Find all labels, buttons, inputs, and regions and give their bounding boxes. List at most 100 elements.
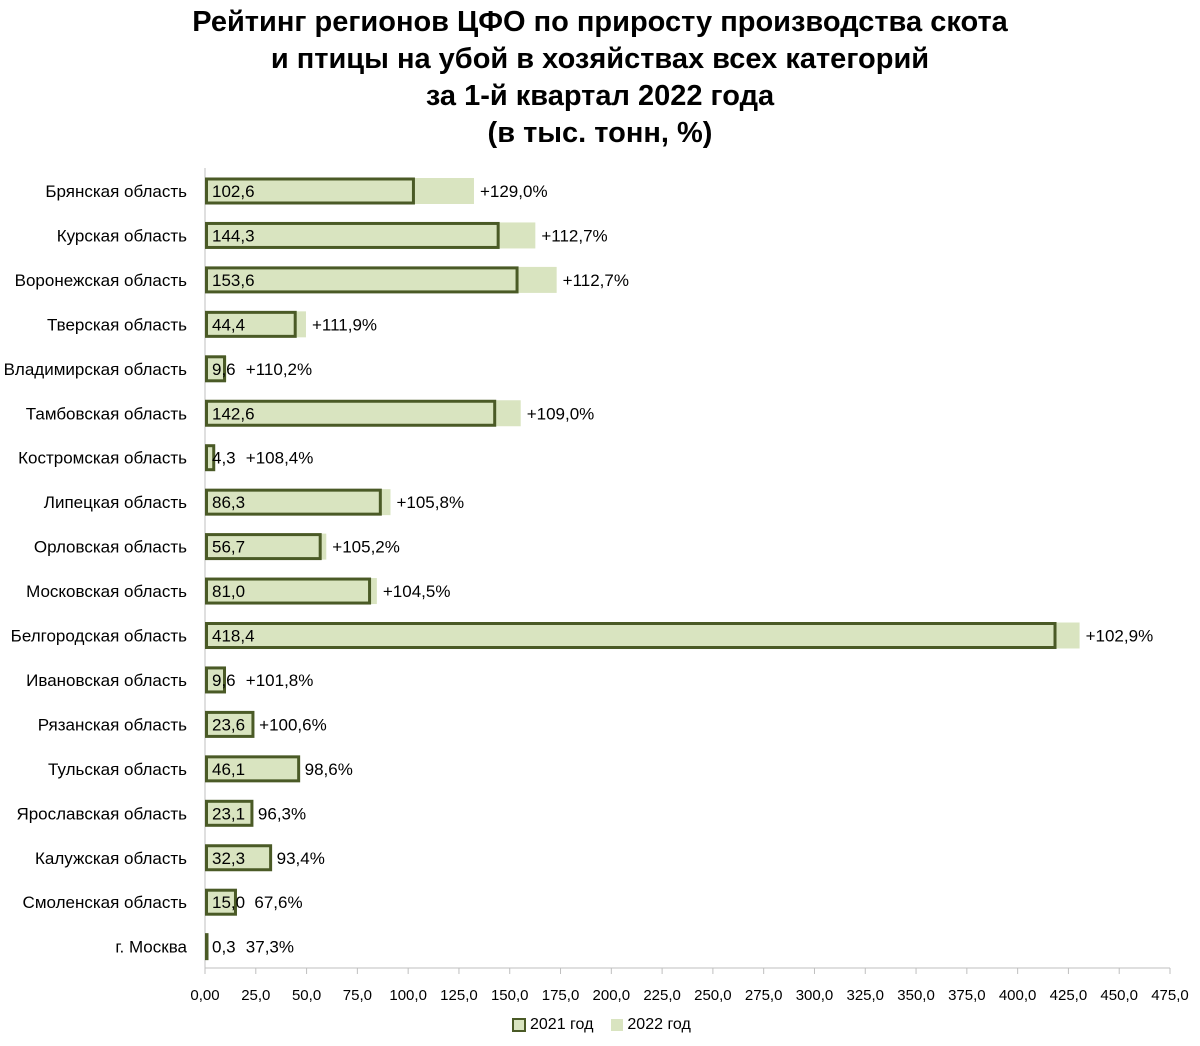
data-label-2021: 15,0 <box>212 893 245 912</box>
data-label-2022: 93,4% <box>277 849 325 868</box>
data-label-2022: +102,9% <box>1086 627 1154 646</box>
x-tick-label: 300,0 <box>796 987 834 1004</box>
data-label-2022: +100,6% <box>259 715 327 734</box>
x-tick-label: 150,0 <box>491 987 529 1004</box>
data-label-2022: +129,0% <box>480 182 548 201</box>
title-line-1: Рейтинг регионов ЦФО по приросту произво… <box>192 6 1008 38</box>
data-label-2022: 96,3% <box>258 804 306 823</box>
category-label: Ярославская область <box>16 804 187 823</box>
category-label: Московская область <box>26 582 187 601</box>
data-label-2022: +109,0% <box>527 404 595 423</box>
x-tick-label: 0,00 <box>190 987 219 1004</box>
bar-2021 <box>205 666 227 694</box>
bar-2021 <box>205 310 297 338</box>
category-label: г. Москва <box>115 938 187 957</box>
data-label-2021: 56,7 <box>212 538 245 557</box>
data-label-2022: +105,8% <box>396 493 464 512</box>
bar-2021 <box>205 710 255 738</box>
x-tick-label: 225,0 <box>643 987 681 1004</box>
data-label-2021: 142,6 <box>212 404 255 423</box>
data-label-2021: 4,3 <box>212 449 236 468</box>
data-label-2021: 9,6 <box>212 360 236 379</box>
legend-item-2022: 2022 год <box>611 1016 691 1034</box>
legend-label-2022: 2022 год <box>627 1016 691 1033</box>
data-label-2022: +110,2% <box>246 360 312 379</box>
data-label-2022: 98,6% <box>305 760 353 779</box>
x-tick-label: 350,0 <box>897 987 935 1004</box>
x-tick-label: 50,0 <box>292 987 321 1004</box>
legend-swatch-2021 <box>512 1018 526 1032</box>
data-label-2021: 46,1 <box>212 760 245 779</box>
category-label: Курская область <box>57 226 187 245</box>
data-label-2021: 0,3 <box>212 938 236 957</box>
category-label: Брянская область <box>45 182 187 201</box>
data-label-2022: +112,7% <box>563 271 629 290</box>
category-label: Белгородская область <box>11 627 187 646</box>
category-label: Орловская область <box>34 538 187 557</box>
data-label-2021: 102,6 <box>212 182 255 201</box>
x-tick-label: 175,0 <box>542 987 580 1004</box>
category-label: Липецкая область <box>44 493 187 512</box>
bar-2021 <box>205 799 254 827</box>
data-label-2022: +104,5% <box>383 582 451 601</box>
data-label-2022: +101,8% <box>246 671 314 690</box>
data-label-2021: 44,4 <box>212 315 245 334</box>
legend: 2021 год 2022 год <box>512 1016 709 1034</box>
category-label: Тверская область <box>47 315 187 334</box>
x-tick-label: 425,0 <box>1050 987 1088 1004</box>
x-tick-label: 475,0 <box>1151 987 1189 1004</box>
bar-2021 <box>205 755 301 783</box>
data-label-2021: 81,0 <box>212 582 245 601</box>
legend-swatch-2022 <box>611 1019 624 1031</box>
x-tick-label: 250,0 <box>694 987 732 1004</box>
bar-2021 <box>205 933 209 961</box>
category-label: Тамбовская область <box>26 404 187 423</box>
category-label: Костромская область <box>18 449 187 468</box>
data-label-2021: 23,6 <box>212 715 245 734</box>
data-label-2022: 67,6% <box>254 893 302 912</box>
bar-2021 <box>205 488 382 516</box>
category-label: Смоленская область <box>23 893 188 912</box>
x-tick-label: 375,0 <box>948 987 986 1004</box>
x-tick-label: 450,0 <box>1100 987 1138 1004</box>
bar-2021 <box>205 533 322 561</box>
bar-2021 <box>205 177 415 205</box>
legend-item-2021: 2021 год <box>512 1016 593 1034</box>
title-line-2: и птицы на убой в хозяйствах всех катего… <box>270 43 930 75</box>
category-label: Тульская область <box>48 760 187 779</box>
bar-2021 <box>205 622 1057 649</box>
chart-title: Рейтинг регионов ЦФО по приросту произво… <box>0 4 1200 152</box>
bar-2021 <box>205 355 227 383</box>
x-tick-label: 75,0 <box>343 987 372 1004</box>
x-tick-label: 100,0 <box>389 987 427 1004</box>
data-label-2021: 418,4 <box>212 627 255 646</box>
data-label-2022: +105,2% <box>332 538 400 557</box>
data-label-2021: 144,3 <box>212 226 255 245</box>
x-tick-label: 400,0 <box>999 987 1037 1004</box>
bar-2021 <box>205 888 237 916</box>
category-label: Ивановская область <box>26 671 187 690</box>
data-label-2022: +111,9% <box>312 315 377 334</box>
bar-2021 <box>205 221 500 249</box>
data-label-2021: 23,1 <box>212 804 245 823</box>
x-tick-label: 275,0 <box>745 987 783 1004</box>
data-label-2022: +108,4% <box>246 449 314 468</box>
data-label-2021: 9,6 <box>212 671 236 690</box>
data-label-2022: +112,7% <box>541 226 607 245</box>
bar-2021 <box>205 844 273 872</box>
bar-2021 <box>205 266 519 294</box>
category-label: Воронежская область <box>15 271 188 290</box>
title-line-3: за 1-й квартал 2022 года <box>425 80 775 112</box>
legend-label-2021: 2021 год <box>530 1016 594 1033</box>
data-label-2021: 32,3 <box>212 849 245 868</box>
category-label: Владимирская область <box>4 360 188 379</box>
data-label-2021: 86,3 <box>212 493 245 512</box>
category-label: Калужская область <box>35 849 187 868</box>
data-label-2022: 37,3% <box>246 938 294 957</box>
bar-2021 <box>205 444 216 472</box>
x-tick-label: 125,0 <box>440 987 478 1004</box>
data-label-2021: 153,6 <box>212 271 255 290</box>
bar-2021 <box>205 577 372 605</box>
category-label: Рязанская область <box>38 715 187 734</box>
